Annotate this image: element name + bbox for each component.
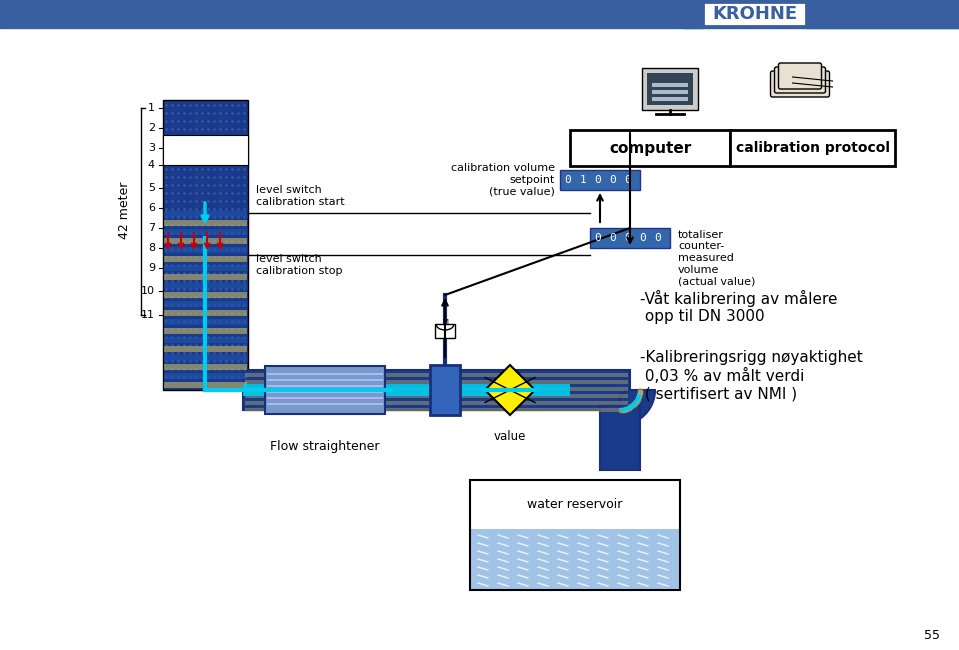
Text: 0: 0 bbox=[595, 175, 601, 185]
Bar bbox=[265, 366, 385, 414]
Bar bbox=[471, 529, 679, 589]
Text: 0: 0 bbox=[610, 233, 617, 243]
Bar bbox=[245, 408, 628, 412]
Bar bbox=[245, 380, 628, 384]
Text: 3: 3 bbox=[148, 143, 155, 153]
Bar bbox=[683, 0, 703, 28]
Bar bbox=[243, 384, 570, 396]
Text: water reservoir: water reservoir bbox=[527, 499, 622, 512]
FancyBboxPatch shape bbox=[779, 63, 822, 89]
Bar bbox=[560, 170, 640, 190]
Text: 2: 2 bbox=[148, 123, 155, 133]
Text: 1: 1 bbox=[579, 175, 586, 185]
Text: 42 meter: 42 meter bbox=[119, 181, 131, 239]
Bar bbox=[245, 401, 628, 405]
Bar bbox=[164, 265, 247, 271]
Polygon shape bbox=[485, 365, 535, 415]
Text: 4: 4 bbox=[148, 160, 155, 170]
Text: -Kalibreringsrigg nøyaktighet
 0,03 % av målt verdi
 ( sertifisert av NMI ): -Kalibreringsrigg nøyaktighet 0,03 % av … bbox=[640, 350, 863, 401]
Text: 9: 9 bbox=[148, 263, 155, 273]
Bar bbox=[164, 364, 247, 370]
Bar bbox=[164, 256, 247, 262]
Bar bbox=[164, 382, 247, 388]
Text: 0: 0 bbox=[610, 175, 617, 185]
Text: 1: 1 bbox=[148, 103, 155, 113]
Text: level switch
calibration stop: level switch calibration stop bbox=[256, 254, 342, 276]
Bar bbox=[164, 337, 247, 343]
Polygon shape bbox=[620, 390, 655, 425]
Bar bbox=[164, 274, 247, 280]
Bar bbox=[164, 220, 247, 226]
Bar bbox=[730, 130, 895, 166]
Bar bbox=[164, 346, 247, 352]
Text: 10: 10 bbox=[141, 286, 155, 296]
Text: -Våt kalibrering av målere
 opp til DN 3000: -Våt kalibrering av målere opp til DN 30… bbox=[640, 290, 837, 324]
Bar bbox=[267, 403, 383, 405]
Text: calibration volume
setpoint
(true value): calibration volume setpoint (true value) bbox=[451, 163, 555, 196]
Text: 55: 55 bbox=[924, 629, 940, 642]
Text: 5: 5 bbox=[148, 183, 155, 193]
Bar bbox=[435, 324, 455, 338]
FancyBboxPatch shape bbox=[775, 67, 826, 93]
Bar bbox=[164, 247, 247, 253]
Bar bbox=[267, 379, 383, 381]
Bar bbox=[647, 73, 693, 105]
Bar bbox=[164, 283, 247, 289]
Bar bbox=[245, 373, 628, 377]
Bar bbox=[806, 0, 959, 28]
Bar bbox=[164, 238, 247, 244]
Bar bbox=[164, 310, 247, 316]
Bar bbox=[245, 387, 628, 391]
Bar bbox=[470, 480, 680, 590]
Text: 0: 0 bbox=[655, 233, 662, 243]
Bar bbox=[163, 100, 248, 390]
Bar bbox=[243, 370, 630, 410]
Bar bbox=[164, 301, 247, 307]
Text: 6: 6 bbox=[148, 203, 155, 213]
Text: 8: 8 bbox=[148, 243, 155, 253]
Bar bbox=[703, 2, 806, 26]
Bar bbox=[267, 397, 383, 399]
Bar bbox=[163, 135, 248, 165]
Bar bbox=[164, 373, 247, 379]
Bar bbox=[164, 229, 247, 235]
Bar bbox=[164, 292, 247, 298]
Text: calibration protocol: calibration protocol bbox=[736, 141, 890, 155]
Bar bbox=[164, 328, 247, 334]
Bar bbox=[245, 394, 628, 398]
Bar bbox=[600, 405, 640, 470]
Bar bbox=[164, 211, 247, 217]
Text: 7: 7 bbox=[148, 223, 155, 233]
Bar bbox=[570, 130, 730, 166]
Text: 0: 0 bbox=[624, 233, 631, 243]
Text: computer: computer bbox=[609, 140, 691, 155]
Text: Flow straightener: Flow straightener bbox=[270, 440, 380, 453]
FancyBboxPatch shape bbox=[770, 71, 830, 97]
Bar bbox=[430, 365, 460, 415]
Bar bbox=[267, 373, 383, 375]
Bar bbox=[267, 391, 383, 393]
Text: level switch
calibration start: level switch calibration start bbox=[256, 185, 344, 207]
Text: 0: 0 bbox=[565, 175, 572, 185]
Bar bbox=[267, 385, 383, 387]
Bar bbox=[642, 68, 698, 110]
Text: KROHNE: KROHNE bbox=[712, 5, 797, 23]
Bar bbox=[652, 97, 688, 101]
Bar bbox=[0, 0, 959, 28]
Bar bbox=[652, 83, 688, 87]
Text: value: value bbox=[494, 430, 526, 443]
Text: totaliser
counter-
measured
volume
(actual value): totaliser counter- measured volume (actu… bbox=[678, 230, 756, 286]
Bar bbox=[164, 355, 247, 361]
Bar bbox=[590, 228, 670, 248]
Text: 0: 0 bbox=[624, 175, 631, 185]
Text: 11: 11 bbox=[141, 310, 155, 320]
Bar bbox=[164, 319, 247, 325]
Text: 0: 0 bbox=[595, 233, 601, 243]
Text: M: M bbox=[442, 319, 448, 325]
Text: 0: 0 bbox=[640, 233, 646, 243]
Bar bbox=[652, 90, 688, 94]
